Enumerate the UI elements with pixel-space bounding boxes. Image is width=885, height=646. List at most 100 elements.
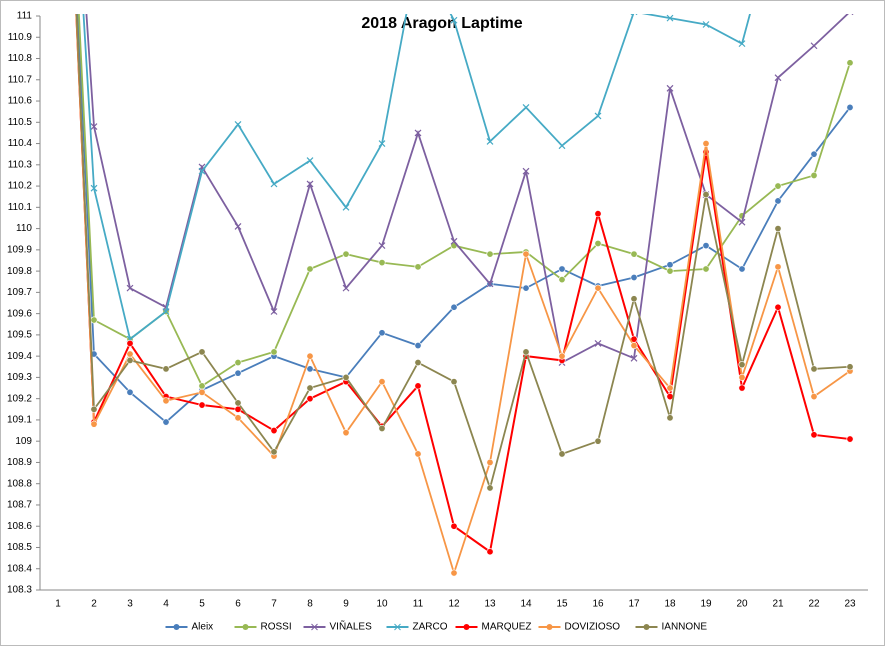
point-marker: [486, 280, 494, 288]
y-tick-label: 110.2: [8, 181, 33, 192]
point-marker: [702, 140, 710, 148]
point-marker: [522, 250, 530, 258]
x-tick-label: 2: [91, 599, 97, 610]
y-tick-label: 110.6: [8, 96, 33, 107]
x-tick-label: 22: [808, 599, 820, 610]
y-tick-label: 108.8: [7, 478, 32, 489]
legend-label: IANNONE: [662, 622, 708, 633]
point-marker: [846, 103, 854, 111]
point-marker: [306, 384, 314, 392]
point-marker: [810, 393, 818, 401]
point-marker: [558, 450, 566, 458]
x-tick-label: 14: [520, 599, 532, 610]
point-marker: [126, 350, 134, 358]
point-marker: [162, 365, 170, 373]
point-marker: [774, 182, 782, 190]
point-marker: [198, 382, 206, 390]
point-marker: [450, 522, 458, 530]
point-marker: [90, 405, 98, 413]
point-marker: [702, 21, 710, 28]
point-marker: [306, 352, 314, 360]
point-marker: [810, 431, 818, 439]
x-tick-label: 7: [271, 599, 277, 610]
point-marker: [522, 348, 530, 356]
point-marker: [594, 339, 602, 347]
y-tick-label: 109.3: [7, 372, 32, 383]
legend-label: ROSSI: [261, 622, 292, 633]
legend-label: Aleix: [192, 622, 214, 633]
point-marker: [414, 342, 422, 350]
y-tick-label: 110.3: [8, 159, 33, 170]
point-marker: [198, 388, 206, 396]
x-tick-label: 9: [343, 599, 349, 610]
point-marker: [450, 303, 458, 311]
point-marker: [198, 401, 206, 409]
point-marker: [126, 339, 134, 347]
point-marker: [666, 84, 674, 92]
point-marker: [486, 250, 494, 258]
point-marker: [378, 424, 386, 432]
point-marker: [126, 284, 134, 292]
point-marker: [666, 384, 674, 392]
point-marker: [666, 414, 674, 422]
y-tick-label: 110.4: [8, 138, 33, 149]
point-marker: [306, 395, 314, 403]
x-tick-label: 19: [700, 599, 712, 610]
point-marker: [594, 284, 602, 292]
point-marker: [378, 242, 386, 250]
y-tick-label: 108.9: [7, 457, 32, 468]
point-marker: [558, 265, 566, 273]
point-marker: [126, 356, 134, 364]
point-marker: [450, 569, 458, 577]
legend-marker: [311, 623, 318, 631]
point-marker: [558, 276, 566, 284]
x-tick-label: 1: [55, 599, 61, 610]
x-tick-label: 12: [448, 599, 460, 610]
point-marker: [414, 450, 422, 458]
y-tick-label: 110.1: [8, 202, 33, 213]
point-marker: [234, 223, 242, 230]
point-marker: [666, 261, 674, 269]
point-marker: [630, 273, 638, 281]
point-marker: [558, 352, 566, 360]
point-marker: [630, 354, 638, 362]
x-tick-label: 17: [628, 599, 640, 610]
x-tick-label: 5: [199, 599, 205, 610]
legend-marker: [463, 624, 470, 630]
point-marker: [702, 242, 710, 250]
point-marker: [810, 42, 818, 50]
point-marker: [522, 284, 530, 292]
point-marker: [630, 295, 638, 303]
y-tick-label: 108.3: [7, 585, 32, 596]
point-marker: [486, 138, 494, 145]
point-marker: [270, 348, 278, 356]
point-marker: [738, 218, 746, 226]
point-marker: [90, 316, 98, 324]
point-marker: [666, 267, 674, 275]
x-tick-label: 3: [127, 599, 133, 610]
point-marker: [594, 112, 602, 120]
point-marker: [90, 420, 98, 428]
point-marker: [774, 197, 782, 205]
x-tick-label: 16: [592, 599, 604, 610]
point-marker: [594, 210, 602, 218]
point-marker: [378, 378, 386, 386]
point-marker: [594, 437, 602, 445]
point-marker: [486, 484, 494, 492]
x-tick-label: 10: [376, 599, 388, 610]
point-marker: [810, 150, 818, 158]
point-marker: [450, 378, 458, 386]
point-marker: [738, 40, 746, 48]
x-tick-label: 21: [772, 599, 784, 610]
point-marker: [594, 239, 602, 247]
legend-label: VIÑALES: [330, 620, 373, 633]
point-marker: [630, 342, 638, 350]
point-marker: [738, 265, 746, 273]
y-tick-label: 109.9: [7, 244, 32, 255]
point-marker: [702, 265, 710, 273]
chart-title: 2018 Aragon Laptime: [361, 15, 522, 32]
y-tick-label: 109.6: [7, 308, 32, 319]
legend-label: DOVIZIOSO: [565, 622, 621, 633]
x-tick-label: 15: [556, 599, 568, 610]
point-marker: [90, 184, 98, 192]
